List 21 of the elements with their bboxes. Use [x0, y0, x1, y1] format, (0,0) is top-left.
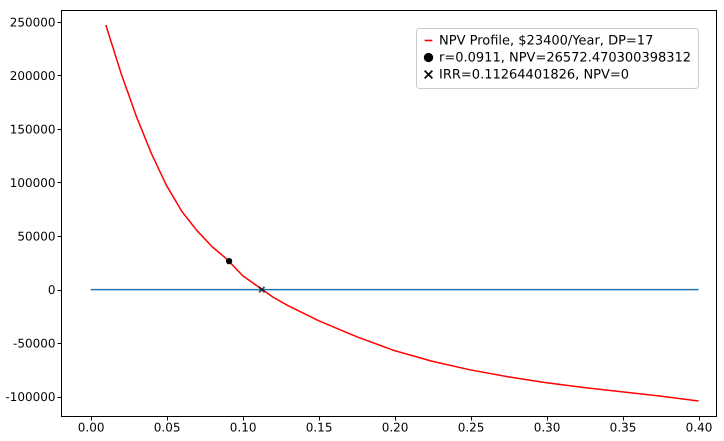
y-tick-label: 250000 [10, 15, 56, 30]
y-tick-label: 0 [48, 283, 56, 298]
x-tick-label: 0.20 [382, 420, 408, 434]
x-tick-label: 0.30 [534, 420, 560, 434]
legend-label: r=0.0911, NPV=26572.470300398312 [439, 50, 692, 66]
line-series [105, 24, 700, 402]
y-tick-label: 200000 [10, 68, 56, 83]
x-tick-label: 0.15 [306, 420, 332, 434]
legend-label: NPV Profile, $23400/Year, DP=17 [439, 34, 654, 48]
x-tick-label: 0.25 [458, 420, 484, 434]
x-tick-label: 0.00 [78, 420, 104, 434]
y-tick-label: -100000 [5, 390, 56, 404]
legend-label: IRR=0.11264401826, NPV=0 [439, 68, 630, 82]
y-tick-label: 150000 [10, 122, 56, 136]
x-tick-label: 0.10 [230, 420, 256, 434]
y-tick-label: 100000 [10, 176, 56, 190]
x-tick-label: 0.35 [610, 420, 636, 434]
y-tick-label: -50000 [12, 336, 56, 351]
y-tick-label: 50000 [17, 230, 56, 244]
x-tick-label: 0.05 [154, 420, 180, 434]
x-tick-label: 0.40 [686, 420, 712, 434]
